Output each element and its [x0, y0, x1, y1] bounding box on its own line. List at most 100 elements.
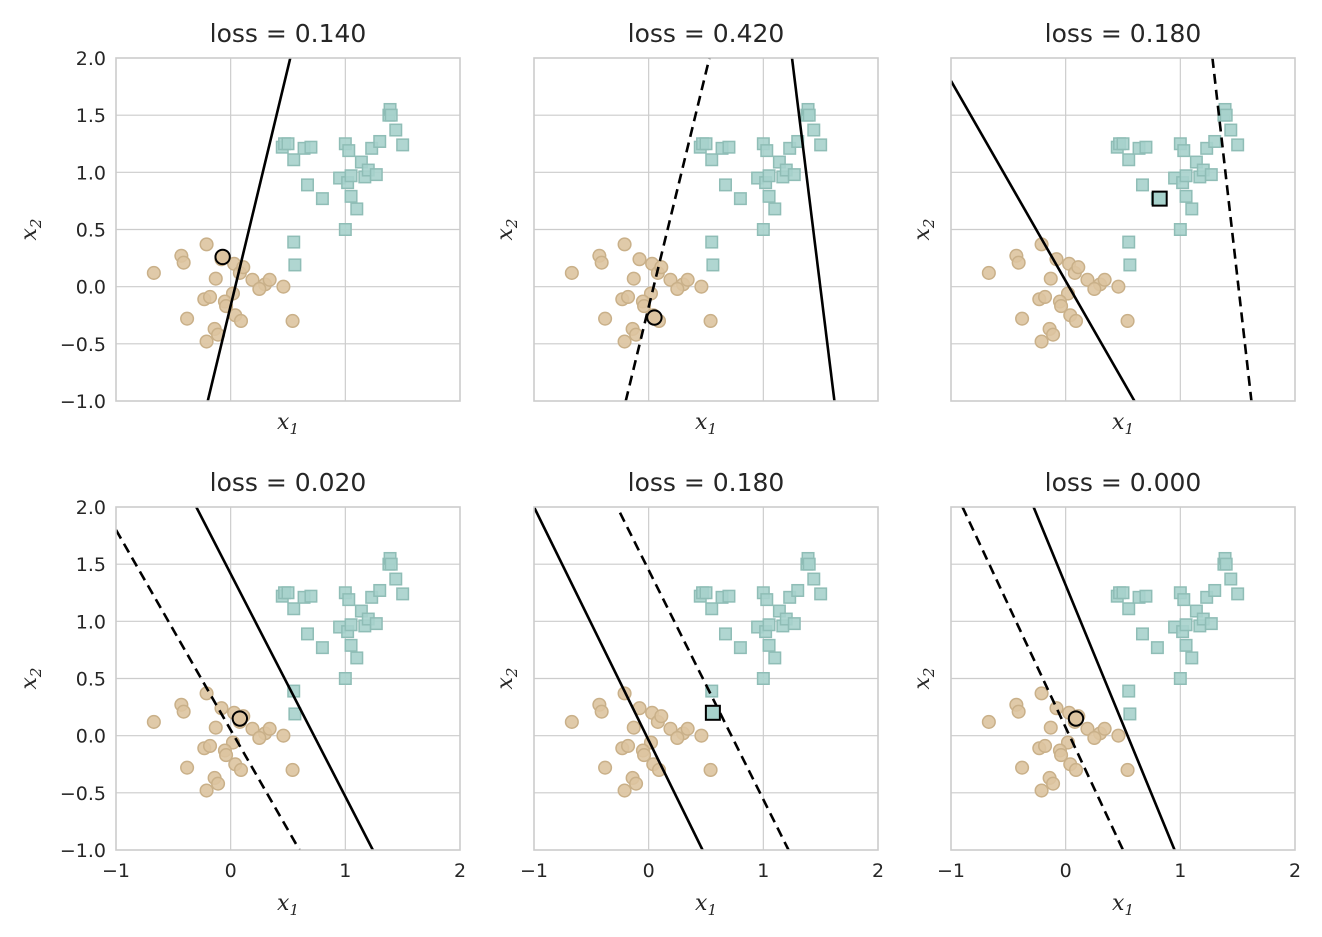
class1-point — [1204, 617, 1218, 631]
y-tick-label: 0.5 — [76, 669, 106, 691]
class0-point — [1046, 776, 1061, 791]
class1-point — [1231, 138, 1245, 152]
class1-point — [1200, 141, 1214, 155]
class1-point — [814, 587, 828, 601]
y-tick-label: −1.0 — [60, 391, 106, 413]
class0-point — [663, 721, 678, 736]
class0-point — [594, 704, 609, 719]
x-tick-label: 2 — [872, 860, 884, 882]
plot-area — [951, 58, 1253, 401]
class0-point — [1068, 762, 1084, 778]
subplot-6: loss = 0.000 −1 0 1 2 x1 x2 — [910, 468, 1301, 919]
class1-point — [1177, 593, 1191, 607]
class1-point — [772, 155, 786, 169]
class0-point — [285, 313, 300, 329]
class1-point — [1185, 651, 1199, 665]
class0-point — [564, 265, 579, 280]
class1-point — [344, 618, 358, 632]
class1-point — [802, 557, 816, 571]
class1-point — [762, 189, 776, 203]
class0-point — [1080, 721, 1095, 736]
class0-point — [262, 272, 277, 287]
class1-point — [396, 587, 410, 601]
class1-point — [1123, 258, 1137, 272]
class1-point — [1200, 590, 1214, 604]
subplot-title: loss = 0.000 — [1045, 468, 1202, 497]
class1-point — [1179, 189, 1193, 203]
class0-point — [1087, 730, 1102, 746]
y-axis-label: x2 — [910, 219, 938, 241]
class1-point — [300, 178, 314, 192]
class0-point — [703, 762, 718, 778]
class1-point — [369, 617, 383, 631]
y-axis-label: x2 — [493, 668, 521, 690]
y-axis-label: x2 — [17, 668, 45, 690]
class1-point — [807, 572, 821, 586]
subplot-title: loss = 0.180 — [628, 468, 785, 497]
class0-point — [252, 730, 267, 746]
class1-point — [1173, 223, 1187, 236]
class1-point — [1208, 583, 1222, 597]
class1-point — [1139, 589, 1153, 603]
class1-point — [1135, 178, 1149, 192]
class0-point — [199, 237, 214, 252]
class1-point — [1116, 137, 1130, 151]
class0-point — [1097, 272, 1112, 287]
class0-point — [276, 728, 291, 743]
x-tick-label: 1 — [339, 860, 351, 882]
class1-point — [315, 641, 329, 655]
class1-point — [1179, 618, 1193, 632]
x-axis-label: x1 — [277, 891, 299, 919]
class1-point — [1122, 153, 1136, 167]
class1-point — [365, 590, 379, 604]
subplot-title: loss = 0.420 — [628, 19, 785, 48]
class1-point — [365, 141, 379, 155]
class1-point — [384, 108, 398, 122]
class1-point — [396, 138, 410, 152]
class0-point — [564, 714, 579, 729]
class1-point — [1189, 155, 1203, 169]
class1-point — [338, 223, 352, 236]
highlighted-sample — [646, 309, 663, 326]
class1-point — [389, 572, 403, 586]
x-axis-label: x1 — [277, 410, 299, 438]
class0-point — [1097, 721, 1112, 736]
subplot-5: loss = 0.180 −1 0 1 2 x1 x2 — [493, 468, 884, 919]
x-tick-label: 2 — [1289, 860, 1301, 882]
class1-point — [791, 583, 805, 597]
class1-point — [756, 223, 770, 236]
class1-point — [705, 684, 719, 698]
class0-point — [180, 311, 195, 326]
class1-point — [768, 202, 782, 216]
class0-point — [1054, 748, 1069, 763]
class0-point — [1080, 272, 1095, 287]
class0-point — [1011, 255, 1026, 270]
class0-point — [285, 762, 300, 778]
class0-point — [626, 720, 641, 735]
highlighted-sample — [214, 248, 231, 266]
class1-point — [772, 604, 786, 618]
class0-point — [617, 334, 632, 349]
class1-point — [783, 141, 797, 155]
class1-point — [762, 638, 776, 652]
highlighted-sample — [1067, 710, 1085, 727]
x-tick-label: −1 — [102, 860, 130, 882]
class1-point — [718, 627, 732, 641]
class0-point — [1049, 701, 1064, 716]
y-tick-label: 1.0 — [76, 611, 106, 633]
class0-point — [1015, 760, 1030, 775]
class0-point — [176, 704, 191, 719]
subplot-title: loss = 0.180 — [1045, 19, 1202, 48]
previous-boundary-line — [116, 529, 301, 850]
class0-point — [632, 252, 647, 267]
y-axis-label: x2 — [17, 219, 45, 241]
class0-point — [594, 255, 609, 270]
class1-point — [287, 153, 301, 167]
class1-point — [718, 178, 732, 192]
class1-point — [705, 235, 719, 249]
subplot-2: loss = 0.420 x1 x2 — [493, 19, 879, 438]
x-axis-label: x1 — [695, 891, 717, 919]
axes-frame — [533, 506, 879, 851]
class1-point — [699, 137, 713, 151]
class0-point — [1011, 704, 1026, 719]
